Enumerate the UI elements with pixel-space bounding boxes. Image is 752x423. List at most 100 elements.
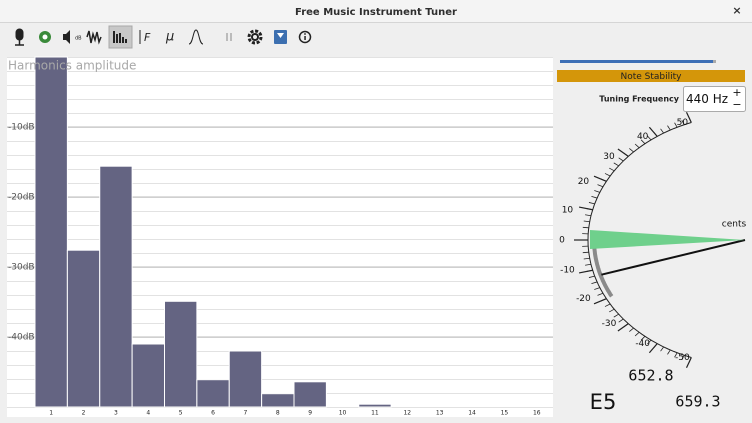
gauge-minor-tick [585, 214, 592, 217]
svg-text:μ: μ [165, 30, 174, 45]
gauge-minor-tick [594, 287, 600, 290]
x-tick-label: 11 [371, 410, 379, 417]
x-tick-label: 9 [308, 410, 312, 417]
gauge-minor-tick [609, 167, 615, 172]
bar [228, 350, 263, 408]
gauge-minor-tick [597, 184, 604, 188]
stability-wedge [590, 230, 745, 249]
gauge-major-tick [685, 357, 692, 369]
x-tick-label: 12 [403, 410, 411, 417]
waveform-button[interactable] [86, 30, 102, 45]
gauge-major-tick [648, 126, 658, 137]
close-button[interactable]: × [732, 4, 741, 17]
gauge-minor-tick [588, 275, 595, 278]
bar [131, 343, 165, 408]
tuner-button[interactable] [39, 31, 51, 43]
gauge-needle [601, 239, 746, 276]
gauge-minor-tick [640, 336, 646, 341]
deviation-arc [592, 245, 614, 298]
svg-text:dB: dB [75, 36, 82, 42]
bar [293, 381, 327, 408]
decrease-button[interactable]: − [732, 98, 741, 111]
toolbar: dB F μ [15, 25, 312, 49]
peak-button[interactable] [188, 29, 204, 45]
gauge-minor-tick [674, 352, 678, 358]
level-bar [560, 60, 716, 63]
x-tick-label: 7 [244, 410, 248, 417]
gauge-major-tick [617, 148, 629, 157]
save-button[interactable] [274, 30, 287, 44]
gauge-minor-tick [585, 263, 592, 266]
gauge-unit: cents [722, 220, 747, 230]
gauge-minor-tick [618, 318, 624, 323]
gauge-minor-tick [629, 327, 634, 332]
microphone-button[interactable] [15, 28, 24, 46]
y-tick-label: -20dB [8, 193, 35, 203]
gauge-tick-label: -50 [675, 353, 690, 363]
window-title: Free Music Instrument Tuner [295, 7, 457, 18]
gauge-tick-label: -10 [560, 266, 575, 276]
x-tick-label: 1 [49, 410, 53, 417]
gauge-minor-tick [604, 173, 611, 177]
x-tick-label: 3 [114, 410, 118, 417]
gauge-minor-tick [613, 162, 619, 167]
gauge-minor-tick [634, 332, 640, 337]
gauge-minor-tick [609, 308, 615, 313]
x-tick-label: 14 [468, 410, 476, 417]
gauge-minor-tick [583, 220, 590, 223]
gauge-minor-tick [597, 292, 604, 296]
x-tick-label: 6 [211, 410, 215, 417]
bar [99, 165, 133, 408]
x-tick-label: 5 [179, 410, 183, 417]
gauge-tick-label: 50 [677, 118, 689, 128]
gauge-major-tick [617, 323, 629, 332]
gauge-major-tick [685, 111, 692, 123]
measured-frequency: 652.8 [628, 367, 673, 385]
target-frequency: 659.3 [675, 393, 720, 411]
increase-button[interactable]: + [732, 86, 741, 99]
settings-button[interactable] [247, 29, 263, 45]
gauge-minor-tick [660, 346, 664, 352]
x-tick-label: 2 [82, 410, 86, 417]
gauge-major-tick [593, 175, 607, 182]
gauge-minor-tick [629, 148, 634, 153]
gauge-minor-tick [647, 339, 652, 345]
bar [261, 393, 295, 408]
level-bar-end [713, 60, 716, 63]
note-name: E5 [590, 390, 617, 414]
tuning-frequency-label: Tuning Frequency [599, 95, 680, 104]
x-tick-label: 13 [436, 410, 444, 417]
y-tick-label: -10dB [8, 123, 35, 133]
gauge-minor-tick [674, 122, 678, 128]
title-bar [0, 0, 752, 22]
x-tick-label: 4 [146, 410, 150, 417]
pause-button[interactable] [226, 33, 232, 41]
formant-button[interactable]: F [139, 30, 151, 44]
x-tick-label: 16 [533, 410, 541, 417]
sound-button[interactable]: dB [63, 30, 82, 44]
gauge-minor-tick [667, 349, 671, 355]
about-button[interactable] [298, 30, 312, 44]
tuning-frequency-value[interactable]: 440 Hz [686, 92, 728, 106]
micro-button[interactable]: μ [165, 30, 174, 45]
harmonics-button[interactable] [113, 31, 127, 43]
gauge-minor-tick [591, 196, 598, 199]
x-tick-label: 8 [276, 410, 280, 417]
gauge-major-tick [593, 298, 607, 305]
gauge-minor-tick [618, 157, 624, 162]
y-tick-label: -40dB [8, 333, 35, 343]
gauge-minor-tick [660, 128, 664, 134]
gauge-tick-label: -30 [602, 319, 617, 329]
gauge-minor-tick [681, 355, 685, 361]
cents-gauge: -50 -40 -30 -20 -10 0 10 20 30 40 50 [559, 111, 746, 369]
gauge-tick-label: 10 [562, 205, 574, 215]
gauge-minor-tick [591, 281, 598, 284]
bar [66, 249, 101, 408]
svg-text:F: F [144, 31, 151, 44]
tuning-frequency-spinbox[interactable] [683, 86, 746, 112]
stability-bar [557, 70, 745, 82]
gauge-minor-tick [681, 119, 685, 125]
gauge-minor-tick [583, 257, 590, 260]
